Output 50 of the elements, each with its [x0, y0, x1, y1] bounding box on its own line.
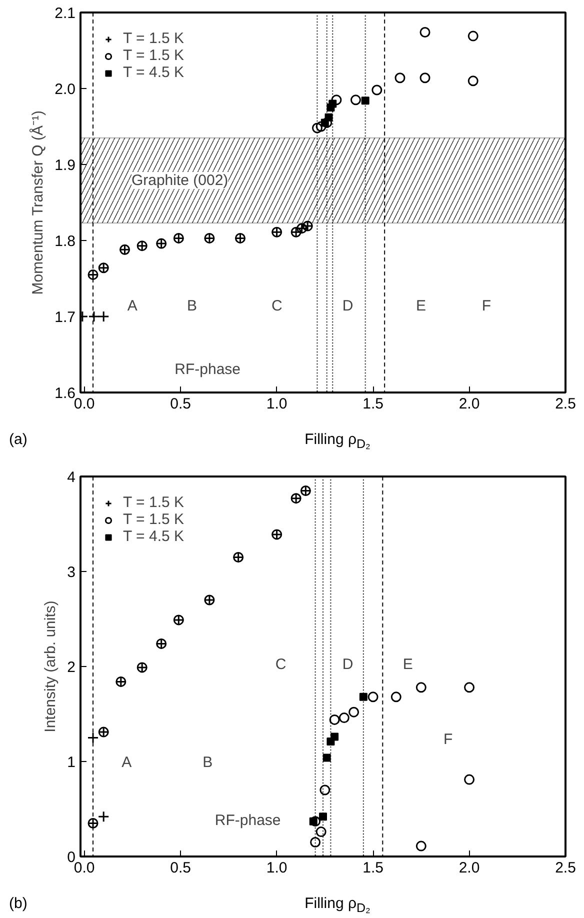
x-tick-label: 2.0: [458, 860, 480, 876]
y-tick-label: 2.1: [54, 5, 76, 22]
x-tick-label: 2.5: [555, 860, 576, 876]
annotation: A: [122, 754, 132, 771]
y-tick-label: 1.8: [54, 233, 76, 250]
annotation: RF-phase: [214, 812, 281, 829]
x-tick-label: 0.5: [170, 860, 192, 876]
y-tick-label: 2: [67, 659, 76, 676]
y-tick-label: 1.6: [54, 385, 76, 402]
x-tick-label: 1.0: [266, 396, 288, 412]
x-tick-label: 0.0: [74, 396, 95, 412]
x-tick-label: 0.0: [74, 860, 95, 876]
y-axis-title: Intensity (arb. units): [42, 600, 60, 732]
legend-label: T = 4.5 K: [123, 64, 184, 81]
y-tick-label: 2.0: [54, 81, 76, 98]
annotation: D: [342, 656, 354, 674]
x-tick-label: 2.5: [555, 396, 576, 412]
annotation: RF-phase: [174, 361, 240, 378]
legend-label: T = 1.5 K: [123, 511, 184, 528]
x-tick-label: 1.5: [362, 860, 384, 876]
text: (b): [9, 894, 28, 914]
annotation: E: [402, 656, 413, 674]
x-tick-label: 2.0: [458, 396, 480, 412]
annotation: C: [272, 297, 283, 314]
legend-label: T = 1.5 K: [123, 47, 184, 64]
annotation: B: [202, 754, 213, 771]
y-tick-label: 3: [67, 564, 76, 581]
annotation: C: [275, 656, 286, 674]
y-tick-label: 0: [67, 849, 76, 866]
annotation: B: [187, 297, 198, 314]
legend-label: T = 4.5 K: [123, 528, 184, 545]
y-tick-label: 1.9: [54, 157, 76, 174]
annotation: F: [444, 731, 453, 748]
y-tick-label: 1.7: [54, 309, 76, 326]
annotation: A: [127, 297, 138, 314]
y-axis-title: Momentum Transfer Q (Å⁻¹): [28, 110, 47, 295]
annotation: D: [342, 297, 354, 314]
annotation: F: [482, 297, 492, 314]
x-axis-title: Filling ρ$_{D₂}$: [304, 430, 370, 453]
annotation: E: [416, 297, 426, 314]
x-axis-title: Filling ρ$_{D₂}$: [304, 894, 370, 917]
x-tick-label: 1.5: [362, 396, 384, 412]
x-tick-label: 0.5: [170, 396, 192, 412]
band-label: Graphite (002): [131, 172, 228, 189]
y-tick-label: 4: [67, 469, 76, 486]
x-tick-label: 1.0: [266, 860, 288, 876]
text: (a): [9, 430, 28, 450]
legend-label: T = 1.5 K: [123, 494, 184, 511]
y-tick-label: 1: [67, 754, 76, 771]
legend-label: T = 1.5 K: [123, 30, 184, 47]
